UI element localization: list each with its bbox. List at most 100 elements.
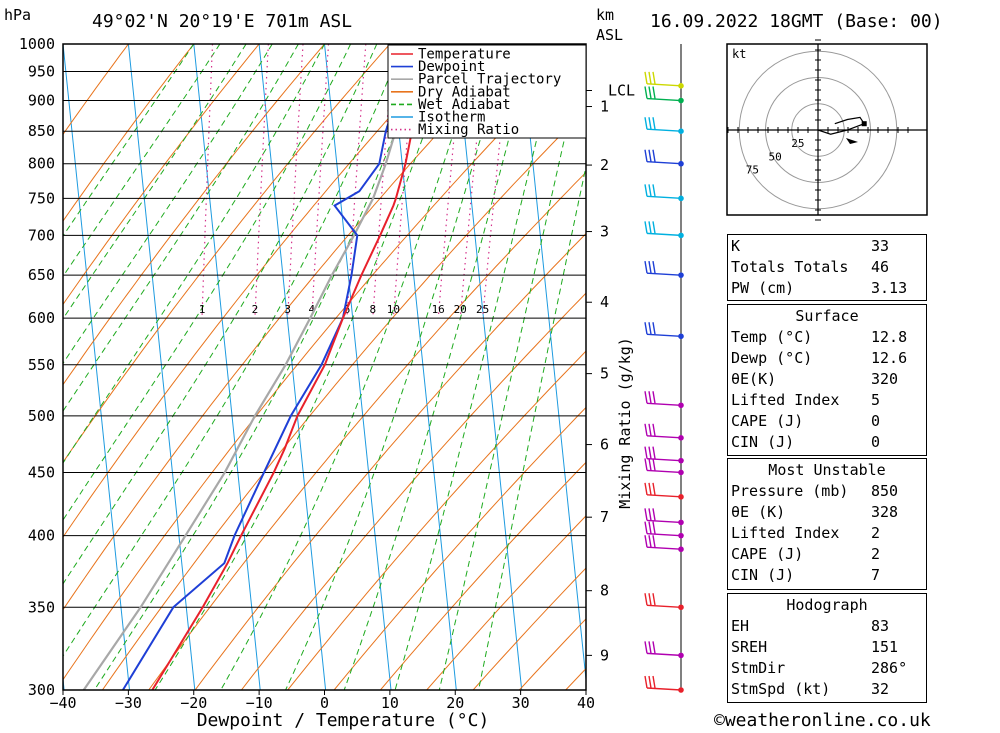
wind-barb-shaft (646, 83, 682, 87)
wind-barb-shaft (646, 97, 682, 102)
wind-barb-feather (644, 184, 648, 197)
wind-level-dot (678, 272, 684, 278)
wind-barb (644, 117, 684, 135)
temperature-tick-label: −40 (49, 694, 76, 712)
copyright-footer[interactable]: ©weatheronline.co.uk (714, 710, 931, 731)
wind-barb-shaft (646, 469, 682, 474)
hodograph-ring-label: 50 (769, 150, 782, 163)
isotherm-line (324, 44, 392, 690)
wind-barb-feather (648, 261, 652, 274)
legend-label: Parcel Trajectory (418, 72, 561, 88)
legend-label: Wet Adiabat (418, 97, 511, 113)
index-label: CIN (J) (731, 433, 795, 451)
wind-barb-feather (648, 675, 652, 689)
wind-level-dot (678, 652, 684, 659)
basic-indices-table: K 33 Totals Totals 46 PW (cm) 3.13 (727, 236, 927, 299)
wet-adiabat-line (63, 44, 404, 657)
mixing-ratio-tick-label: 8 (369, 303, 376, 316)
index-value: 32 (871, 680, 890, 698)
wind-barb-feather (652, 458, 656, 471)
index-row: Dewp (°C) 12.6 (727, 348, 927, 369)
wet-adiabat-line (285, 44, 509, 690)
index-value: 3.13 (871, 279, 908, 297)
wind-barb (644, 423, 684, 441)
wind-barb-feather (648, 535, 652, 548)
wind-level-dot (678, 83, 684, 89)
index-label: CIN (J) (731, 566, 795, 584)
wet-adiabat-line (63, 44, 378, 585)
profile-series (82, 85, 425, 690)
wind-barb-feather (648, 423, 652, 436)
wind-barb-shaft (646, 604, 682, 608)
hodograph-stats-box (727, 593, 927, 703)
wind-barb-feather (644, 458, 648, 471)
wind-barb-feather (648, 322, 652, 335)
index-value: 328 (871, 503, 899, 521)
temperature-tick-label: 0 (320, 694, 329, 712)
basic-indices-box (727, 234, 927, 301)
wind-barb-feather (644, 535, 648, 548)
dry-adiabat-line (63, 44, 456, 538)
wind-barb (644, 391, 684, 409)
wind-barb-feather (644, 322, 648, 335)
pressure-tick-label: 550 (28, 356, 55, 374)
mixing-ratio-tick-label: 1 (199, 303, 206, 316)
wind-barb-feather (652, 675, 656, 689)
index-value: 46 (871, 258, 890, 276)
datetime-title: 16.09.2022 18GMT (Base: 00) (650, 11, 943, 32)
pressure-tick-label: 900 (28, 92, 55, 110)
wet-adiabat-line (63, 44, 195, 237)
height-unit-asl: ASL (596, 26, 623, 44)
legend-label: Temperature (418, 47, 511, 63)
index-value: 0 (871, 412, 881, 430)
wind-barb-feather (652, 535, 656, 548)
wind-level-dot (678, 532, 684, 539)
mixing-ratio-line (201, 44, 214, 319)
index-label: CAPE (J) (731, 412, 804, 430)
index-row: Temp (°C) 12.8 (727, 327, 927, 348)
wind-level-dot (678, 457, 684, 464)
pressure-unit-label: hPa (4, 6, 31, 24)
wind-level-dot (678, 232, 684, 239)
index-value: 2 (871, 545, 881, 563)
axes: 3003504004505005506006507007508008509009… (19, 35, 635, 712)
index-value: 2 (871, 524, 881, 542)
wind-barb-feather (644, 641, 648, 654)
wind-barb-feather (652, 117, 656, 130)
wind-barb-feather (644, 423, 648, 436)
wind-barb-feather (652, 86, 656, 99)
most-unstable-table: Most Unstable Pressure (mb) 850 θE (K) 328 L… (727, 460, 927, 586)
index-label: Totals Totals (731, 258, 849, 276)
wind-level-dot (678, 160, 684, 167)
wind-barb-feather (644, 149, 648, 162)
pressure-tick-label: 650 (28, 266, 55, 284)
index-row: Lifted Index 2 (727, 523, 927, 544)
wind-barb (644, 675, 684, 693)
wind-barb-feather (652, 184, 656, 197)
wet-adiabat-line (394, 44, 561, 690)
wind-barb (644, 458, 684, 476)
index-value: 83 (871, 617, 890, 635)
mixing-ratio-line (254, 44, 269, 319)
legend-label: Isotherm (418, 110, 485, 126)
wind-barb-feather (644, 593, 648, 606)
index-label: θE (K) (731, 503, 786, 521)
mixing-ratio-tick-label: 16 (432, 303, 445, 316)
index-value: 0 (871, 433, 881, 451)
wind-barb-feather (644, 221, 648, 234)
wind-barb (644, 521, 684, 539)
surface-table: Surface Temp (°C) 12.8 Dewp (°C) 12.6 θE(K) 3… (727, 306, 927, 453)
wind-barb-feather (652, 508, 656, 521)
pressure-tick-label: 300 (28, 681, 55, 699)
index-label: θE(K) (731, 370, 777, 388)
mixing-ratio-tick-label: 25 (476, 303, 489, 316)
wind-level-dot (678, 97, 684, 104)
most-unstable-title: Most Unstable (768, 461, 886, 479)
index-label: Dewp (°C) (731, 349, 813, 367)
x-axis-label: Dewpoint / Temperature (°C) (197, 710, 490, 731)
index-value: 850 (871, 482, 899, 500)
dry-adiabat-line (333, 406, 586, 690)
dry-adiabat-line (63, 44, 521, 611)
